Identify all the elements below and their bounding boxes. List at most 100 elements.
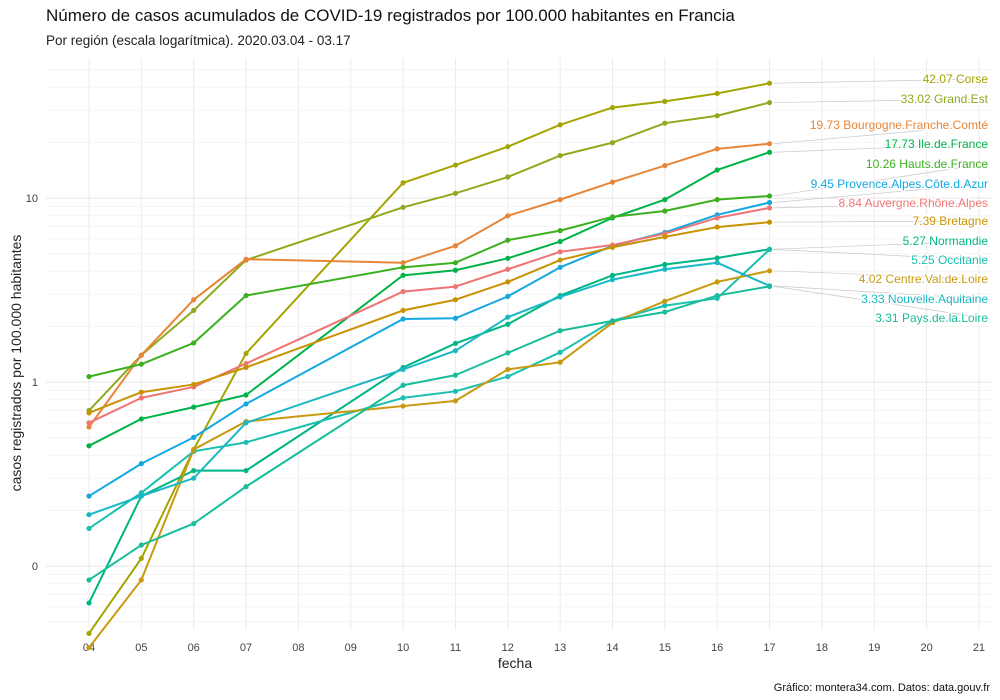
- data-point: [400, 260, 406, 266]
- data-point: [191, 297, 197, 303]
- chart-subtitle: Por región (escala logarítmica). 2020.03…: [46, 33, 351, 48]
- series-labels: 42.07 Corse 33.02 Grand.Est 19.73 Bourgogn…: [808, 71, 990, 327]
- data-point: [766, 283, 773, 289]
- series-label: 33.02 Grand.Est: [901, 92, 989, 106]
- series-pays-de-la-loire: [86, 283, 773, 583]
- chart-caption: Gráfico: montera34.com. Datos: data.gouv…: [773, 682, 990, 694]
- data-point: [243, 420, 249, 426]
- y-axis-ticks: 0 1 10: [26, 193, 38, 573]
- y-tick-label: 0: [32, 561, 38, 573]
- data-point: [609, 104, 616, 111]
- data-point: [505, 314, 511, 320]
- data-point: [400, 307, 406, 313]
- data-point: [609, 318, 616, 324]
- series-label: 3.33 Nouvelle.Aquitaine: [861, 292, 988, 306]
- x-tick-label: 09: [345, 642, 357, 654]
- series-line: [88, 101, 770, 412]
- series-label: 3.31 Pays.de.la.Loire: [875, 311, 988, 325]
- data-point: [452, 340, 459, 347]
- data-point: [452, 267, 459, 273]
- data-point: [243, 350, 249, 357]
- series-auvergne-rh-ne-alpes: [86, 205, 773, 426]
- data-point: [400, 180, 406, 186]
- data-point: [191, 434, 197, 440]
- data-point: [138, 389, 144, 395]
- x-tick-label: 21: [973, 642, 985, 654]
- series-hauts-de-france: [86, 193, 773, 380]
- data-point: [505, 255, 511, 261]
- series-label: 4.02 Centre.Val.de.Loire: [859, 272, 989, 286]
- data-point: [400, 395, 406, 401]
- series-line: [88, 285, 770, 581]
- data-point: [766, 99, 773, 106]
- data-point: [505, 279, 511, 285]
- series-bretagne: [86, 219, 773, 416]
- data-point: [86, 373, 92, 380]
- data-point: [138, 542, 144, 548]
- data-point: [86, 630, 92, 637]
- series-line: [88, 151, 770, 447]
- data-point: [400, 403, 406, 409]
- series-label: 10.26 Hauts.de.France: [866, 157, 988, 171]
- data-point: [452, 398, 459, 404]
- x-tick-label: 07: [240, 642, 252, 654]
- data-point: [452, 297, 459, 303]
- data-point: [714, 167, 720, 173]
- series-lines: [86, 80, 773, 651]
- data-point: [243, 439, 249, 445]
- data-point: [243, 392, 249, 398]
- data-point: [138, 461, 144, 467]
- data-point: [662, 162, 668, 169]
- data-point: [662, 120, 668, 126]
- data-point: [557, 264, 563, 270]
- data-point: [86, 493, 92, 499]
- data-point: [766, 246, 773, 253]
- x-tick-label: 13: [554, 642, 566, 654]
- data-point: [191, 467, 197, 474]
- data-point: [243, 292, 249, 299]
- data-point: [505, 366, 511, 373]
- data-point: [505, 213, 511, 219]
- data-point: [505, 350, 511, 356]
- data-point: [452, 388, 459, 394]
- leader-line: [773, 163, 986, 197]
- data-point: [86, 512, 92, 518]
- leader-line: [773, 249, 986, 261]
- data-point: [400, 316, 406, 322]
- data-point: [505, 373, 511, 380]
- x-tick-label: 12: [502, 642, 514, 654]
- data-point: [557, 249, 563, 255]
- data-point: [400, 382, 406, 388]
- series-label: 9.45 Provence.Alpes.Côte.d.Azur: [811, 177, 988, 191]
- x-tick-label: 17: [763, 642, 775, 654]
- data-point: [714, 292, 720, 299]
- data-point: [138, 416, 144, 422]
- data-point: [766, 80, 773, 86]
- data-point: [557, 238, 563, 245]
- data-point: [766, 149, 773, 155]
- data-point: [662, 261, 668, 268]
- data-point: [662, 98, 668, 104]
- chart-title: Número de casos acumulados de COVID-19 r…: [46, 6, 735, 25]
- leader-line: [773, 270, 986, 280]
- data-point: [609, 179, 616, 185]
- data-point: [400, 204, 406, 210]
- data-point: [243, 364, 249, 371]
- leader-line: [773, 183, 986, 203]
- data-point: [191, 446, 197, 453]
- data-point: [662, 208, 668, 214]
- data-point: [138, 352, 144, 358]
- data-point: [662, 266, 668, 272]
- data-point: [505, 144, 511, 150]
- data-point: [400, 272, 406, 278]
- data-point: [86, 424, 92, 430]
- data-point: [505, 174, 511, 180]
- leader-line: [773, 124, 986, 145]
- x-tick-label: 08: [292, 642, 304, 654]
- leader-line: [773, 143, 986, 153]
- series-label: 19.73 Bourgogne.Franche.Comté: [810, 118, 988, 132]
- data-point: [609, 214, 616, 220]
- series-line: [88, 269, 770, 649]
- series-line: [88, 142, 770, 428]
- data-point: [452, 348, 459, 354]
